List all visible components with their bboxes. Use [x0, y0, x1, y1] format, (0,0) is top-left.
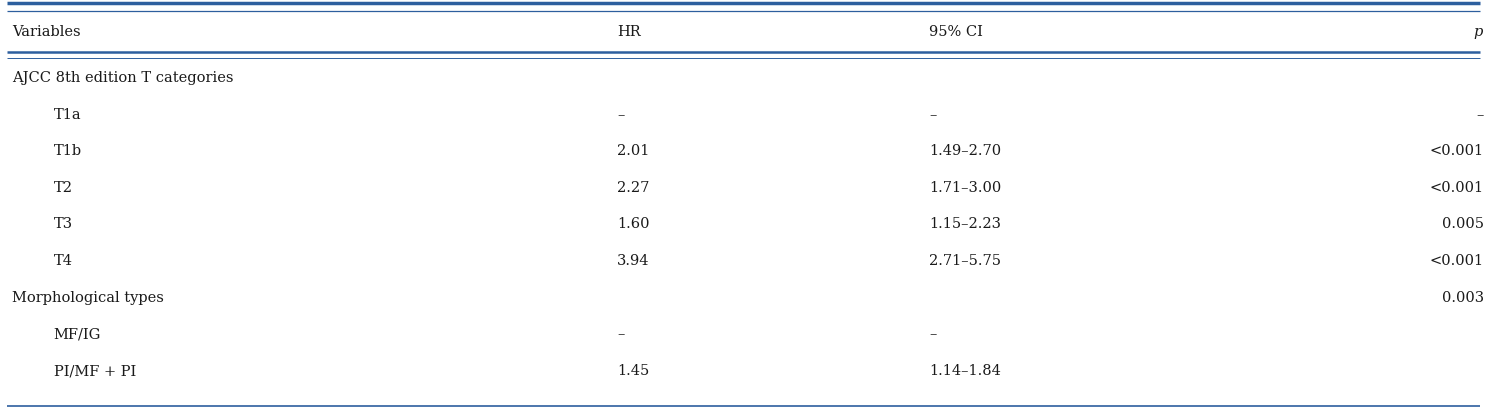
Text: 2.27: 2.27 — [617, 181, 650, 195]
Text: T3: T3 — [54, 217, 73, 231]
Text: 2.71–5.75: 2.71–5.75 — [929, 254, 1001, 268]
Text: <0.001: <0.001 — [1430, 144, 1484, 158]
Text: 2.01: 2.01 — [617, 144, 650, 158]
Text: –: – — [929, 327, 937, 341]
Text: 95% CI: 95% CI — [929, 25, 983, 39]
Text: MF/IG: MF/IG — [54, 327, 101, 341]
Text: T4: T4 — [54, 254, 73, 268]
Text: 1.71–3.00: 1.71–3.00 — [929, 181, 1002, 195]
Text: –: – — [1477, 108, 1484, 122]
Text: –: – — [617, 327, 625, 341]
Text: Morphological types: Morphological types — [12, 291, 164, 305]
Text: –: – — [929, 108, 937, 122]
Text: 1.14–1.84: 1.14–1.84 — [929, 364, 1001, 378]
Text: AJCC 8th edition T categories: AJCC 8th edition T categories — [12, 71, 233, 85]
Text: Variables: Variables — [12, 25, 80, 39]
Text: p: p — [1474, 25, 1483, 39]
Text: T1b: T1b — [54, 144, 82, 158]
Text: 1.49–2.70: 1.49–2.70 — [929, 144, 1002, 158]
Text: Value: Value — [1483, 25, 1487, 39]
Text: 1.45: 1.45 — [617, 364, 650, 378]
Text: HR: HR — [617, 25, 641, 39]
Text: T2: T2 — [54, 181, 73, 195]
Text: –: – — [617, 108, 625, 122]
Text: T1a: T1a — [54, 108, 82, 122]
Text: 0.003: 0.003 — [1442, 291, 1484, 305]
Text: 1.60: 1.60 — [617, 217, 650, 231]
Text: <0.001: <0.001 — [1430, 254, 1484, 268]
Text: 1.15–2.23: 1.15–2.23 — [929, 217, 1001, 231]
Text: 3.94: 3.94 — [617, 254, 650, 268]
Text: 0.005: 0.005 — [1442, 217, 1484, 231]
Text: PI/MF + PI: PI/MF + PI — [54, 364, 135, 378]
Text: <0.001: <0.001 — [1430, 181, 1484, 195]
